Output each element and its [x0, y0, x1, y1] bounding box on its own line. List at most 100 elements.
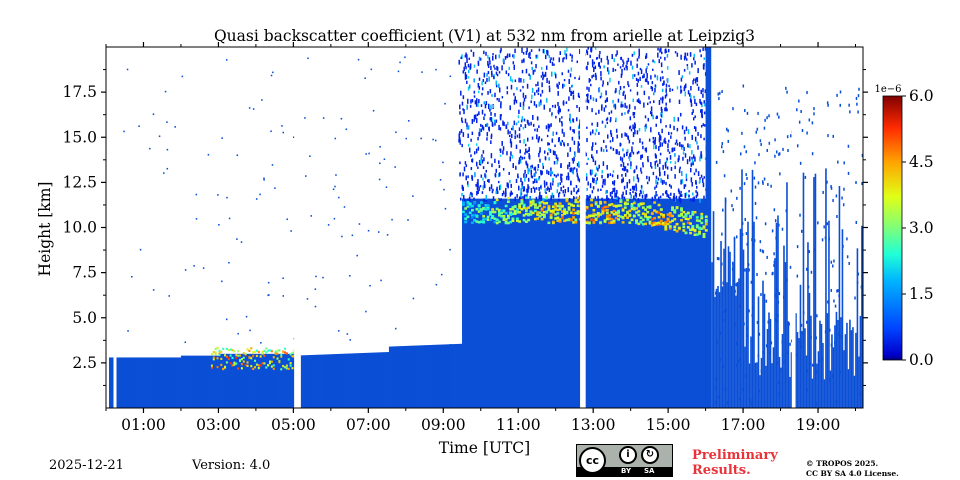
noise-dot: [684, 184, 687, 187]
noise-dot: [673, 125, 675, 131]
late-dot: [826, 222, 829, 226]
noise-dot: [526, 188, 528, 193]
cirrus-cell: [592, 221, 596, 224]
late-dot: [736, 235, 738, 239]
late-dot: [741, 388, 744, 392]
cirrus-cell: [524, 207, 528, 210]
cirrus-cell: [554, 217, 558, 220]
cirrus-cell: [662, 213, 665, 217]
chart-title: Quasi backscatter coefficient (V1) at 53…: [214, 27, 755, 45]
cirrus-cell: [666, 213, 670, 216]
cirrus-cell: [486, 215, 490, 219]
noise-dot: [631, 65, 634, 70]
noise-dot: [654, 153, 657, 156]
noise-dot: [630, 60, 632, 66]
bl-cell: [182, 355, 186, 408]
cirrus-cell: [527, 206, 531, 209]
noise-dot: [654, 196, 656, 200]
late-dot: [757, 181, 760, 185]
late-dot: [817, 221, 819, 225]
noise-dot: [663, 180, 665, 184]
late-dot: [840, 335, 842, 339]
cirrus-cell: [504, 211, 508, 215]
late-dot: [732, 261, 734, 265]
late-dot: [855, 181, 857, 185]
noise-dot: [488, 57, 491, 61]
aerosol-cell: [237, 354, 240, 357]
late-col: [846, 322, 848, 408]
late-dot: [832, 199, 834, 203]
late-dot: [741, 221, 744, 225]
noise-dot: [626, 149, 629, 152]
noise-dot: [699, 198, 701, 203]
bl-cell: [360, 353, 364, 408]
noise-dot: [612, 136, 614, 142]
noise-dot: [687, 143, 689, 148]
sky-dot: [193, 265, 195, 267]
noise-dot: [523, 58, 525, 63]
noise-dot: [650, 111, 653, 117]
sky-dot: [407, 219, 409, 221]
noise-dot: [612, 181, 614, 185]
noise-dot: [600, 76, 602, 81]
noise-dot: [530, 187, 533, 193]
late-dot: [855, 96, 858, 100]
noise-dot: [482, 126, 485, 131]
aerosol-cell: [216, 365, 219, 369]
noise-dot: [598, 131, 600, 135]
cirrus-cell: [506, 216, 510, 220]
bl-cell: [201, 355, 204, 408]
cirrus-cell: [626, 198, 630, 202]
sky-dot: [397, 70, 400, 73]
noise-dot: [601, 184, 604, 188]
noise-dot: [467, 98, 469, 104]
noise-dot: [694, 98, 696, 104]
noise-dot: [514, 196, 516, 202]
bl-cell: [190, 355, 193, 408]
cirrus-cell: [617, 211, 621, 214]
noise-dot: [478, 128, 481, 134]
late-dot: [843, 187, 845, 191]
bl-cell: [216, 355, 219, 408]
cirrus-cell: [480, 220, 483, 224]
cirrus-cell: [495, 207, 499, 211]
cirrus-cell: [531, 200, 535, 204]
noise-dot: [571, 54, 573, 59]
late-dot: [802, 311, 805, 315]
aerosol-cell: [269, 360, 272, 363]
aerosol-cell: [274, 350, 277, 353]
cirrus-cell: [686, 217, 690, 221]
cirrus-cell: [664, 222, 668, 226]
sky-dot: [412, 195, 414, 197]
cirrus-cell: [680, 219, 683, 222]
noise-dot: [554, 104, 557, 109]
noise-dot: [620, 102, 623, 106]
late-dot: [815, 402, 817, 406]
noise-dot: [592, 74, 595, 78]
x-tick-label: 03:00: [196, 416, 241, 434]
noise-dot: [665, 160, 668, 164]
late-dot: [778, 292, 781, 296]
y-tick-label: 12.5: [62, 173, 97, 191]
noise-dot: [486, 123, 489, 126]
late-dot: [775, 236, 777, 240]
aerosol-cell: [246, 364, 249, 367]
bl-cell: [342, 353, 345, 408]
noise-dot: [481, 87, 484, 91]
noise-dot: [505, 124, 508, 129]
noise-dot: [591, 146, 593, 150]
cirrus-cell: [464, 217, 468, 220]
cirrus-cell: [486, 204, 490, 207]
noise-dot: [603, 65, 605, 69]
noise-dot: [693, 57, 695, 61]
aerosol-cell: [210, 353, 213, 356]
noise-dot: [487, 63, 490, 68]
noise-dot: [567, 152, 569, 157]
noise-dot: [537, 164, 540, 168]
noise-dot: [489, 89, 492, 94]
sky-dot: [166, 167, 169, 170]
sky-dot: [158, 135, 161, 138]
late-col: [742, 249, 745, 408]
noise-dot: [527, 184, 529, 189]
cirrus-cell: [500, 211, 504, 215]
